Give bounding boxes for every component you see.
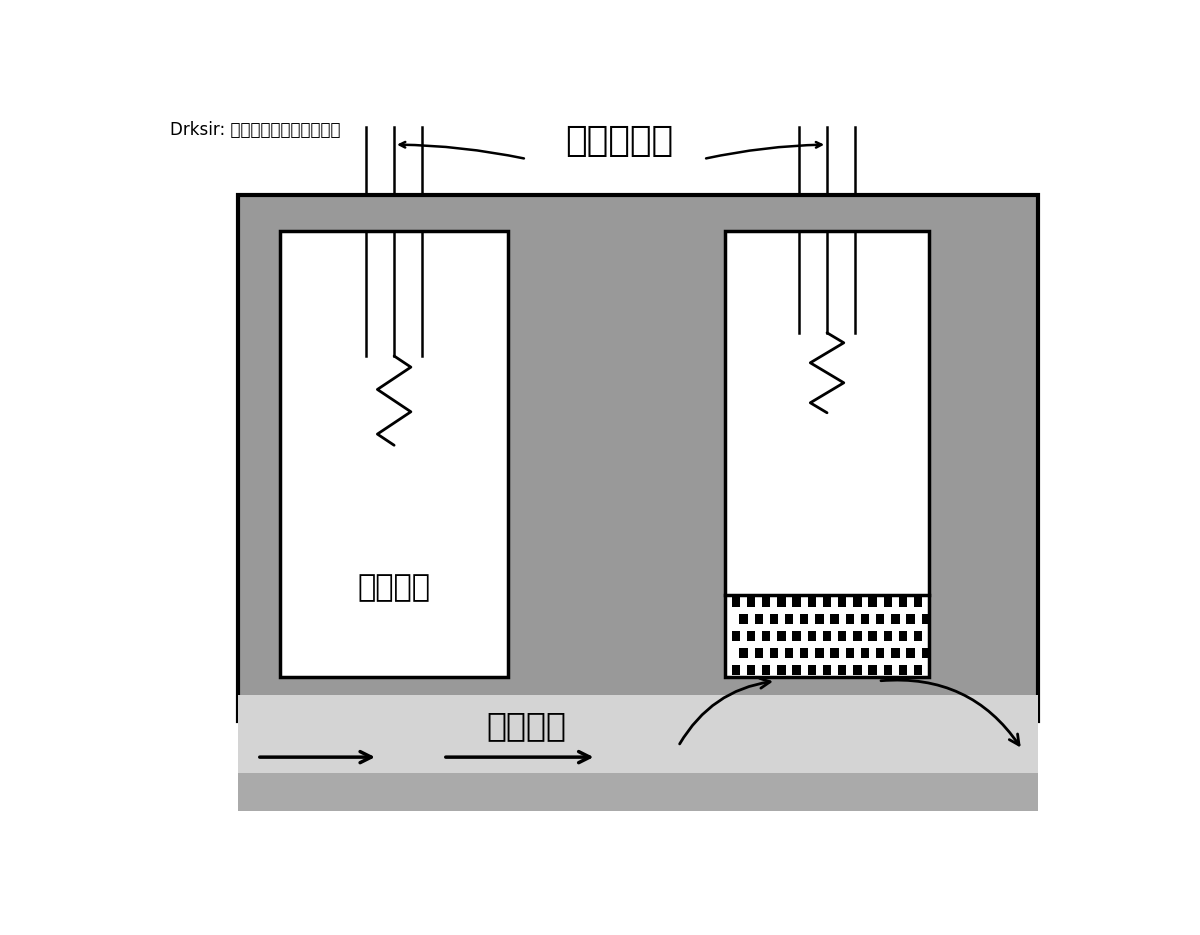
- Bar: [808, 597, 816, 607]
- Text: 待测气流: 待测气流: [486, 709, 566, 742]
- Bar: [906, 648, 914, 658]
- Bar: [755, 613, 763, 624]
- Bar: [778, 631, 786, 641]
- Bar: [785, 648, 793, 658]
- Bar: [853, 597, 862, 607]
- Bar: [739, 613, 748, 624]
- Bar: [778, 597, 786, 607]
- Bar: [732, 665, 740, 675]
- Bar: [792, 631, 800, 641]
- Bar: [762, 665, 770, 675]
- Bar: [239, 696, 1038, 774]
- Bar: [823, 631, 832, 641]
- Bar: [769, 613, 778, 624]
- Bar: [899, 597, 907, 607]
- Bar: [739, 648, 748, 658]
- Bar: [800, 648, 809, 658]
- Bar: [914, 631, 923, 641]
- Text: Drksir: 热导型氢气传感器示意图: Drksir: 热导型氢气传感器示意图: [170, 121, 341, 138]
- Bar: [769, 648, 778, 658]
- Bar: [914, 665, 923, 675]
- Bar: [853, 665, 862, 675]
- Bar: [906, 613, 914, 624]
- Bar: [815, 648, 823, 658]
- Bar: [914, 597, 923, 607]
- Bar: [800, 613, 809, 624]
- Bar: [892, 648, 900, 658]
- Bar: [746, 631, 755, 641]
- Bar: [762, 597, 770, 607]
- Bar: [922, 648, 930, 658]
- Bar: [922, 613, 930, 624]
- Bar: [746, 597, 755, 607]
- Bar: [876, 648, 884, 658]
- Bar: [792, 597, 800, 607]
- Bar: [762, 631, 770, 641]
- Bar: [853, 631, 862, 641]
- Bar: [869, 597, 877, 607]
- Bar: [823, 665, 832, 675]
- Bar: [239, 195, 1038, 721]
- Bar: [846, 648, 854, 658]
- Bar: [792, 665, 800, 675]
- Bar: [883, 665, 892, 675]
- Text: 电加热元件: 电加热元件: [565, 124, 673, 158]
- Bar: [732, 631, 740, 641]
- Bar: [830, 648, 839, 658]
- Bar: [746, 665, 755, 675]
- Bar: [815, 613, 823, 624]
- Bar: [838, 597, 846, 607]
- Bar: [823, 597, 832, 607]
- Bar: [860, 648, 869, 658]
- Bar: [281, 231, 508, 677]
- Bar: [883, 631, 892, 641]
- Bar: [869, 665, 877, 675]
- Bar: [830, 613, 839, 624]
- Bar: [883, 597, 892, 607]
- Bar: [869, 631, 877, 641]
- Bar: [785, 613, 793, 624]
- Bar: [892, 613, 900, 624]
- Bar: [846, 613, 854, 624]
- Bar: [838, 631, 846, 641]
- Bar: [732, 597, 740, 607]
- Bar: [838, 665, 846, 675]
- Bar: [778, 665, 786, 675]
- Bar: [808, 665, 816, 675]
- Bar: [755, 648, 763, 658]
- Bar: [899, 631, 907, 641]
- Bar: [725, 231, 929, 677]
- Text: 参比气体: 参比气体: [358, 573, 431, 602]
- Bar: [876, 613, 884, 624]
- Bar: [899, 665, 907, 675]
- Bar: [239, 773, 1038, 811]
- Bar: [808, 631, 816, 641]
- Bar: [860, 613, 869, 624]
